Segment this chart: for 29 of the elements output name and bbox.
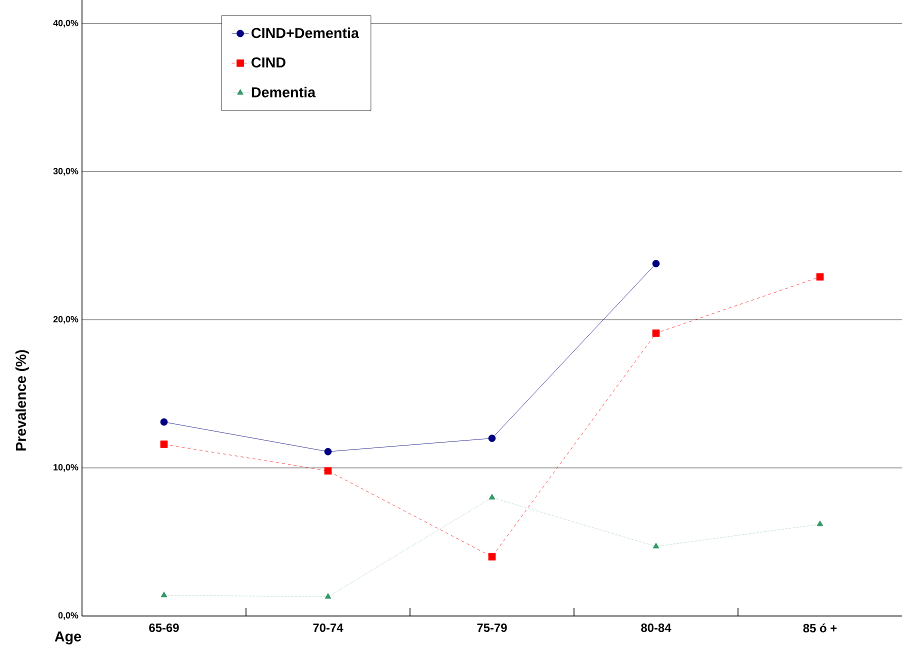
point [652,329,660,337]
x-tick-label: 85 ó + [803,624,837,632]
y-tick-label: 0,0% [58,612,78,620]
point [324,593,332,599]
point [160,418,168,426]
point [324,467,332,475]
y-tick-label: 30,0% [53,168,78,176]
point [324,448,332,456]
legend-label: CIND [252,57,286,68]
legend-label: CIND+Dementia [252,28,360,38]
point [652,542,660,548]
point [652,260,660,268]
point [488,494,496,500]
x-tick-label: 80-84 [641,624,672,632]
point [160,440,168,448]
y-tick-label: 40,0% [53,20,78,28]
y-tick-label: 20,0% [53,316,78,324]
x-tick-label: 75-79 [477,624,507,632]
x-tick-label: 65-69 [149,624,179,632]
legend-label: Dementia [252,86,316,98]
x-axis-title: Age [54,631,82,644]
y-axis-title: Prevalence (%) [15,350,29,450]
point [488,434,496,442]
point [488,553,496,560]
point [160,592,168,598]
x-tick-label: 70-74 [313,624,344,632]
y-tick-label: 10,0% [54,464,78,472]
point [816,520,824,526]
point [816,273,824,281]
